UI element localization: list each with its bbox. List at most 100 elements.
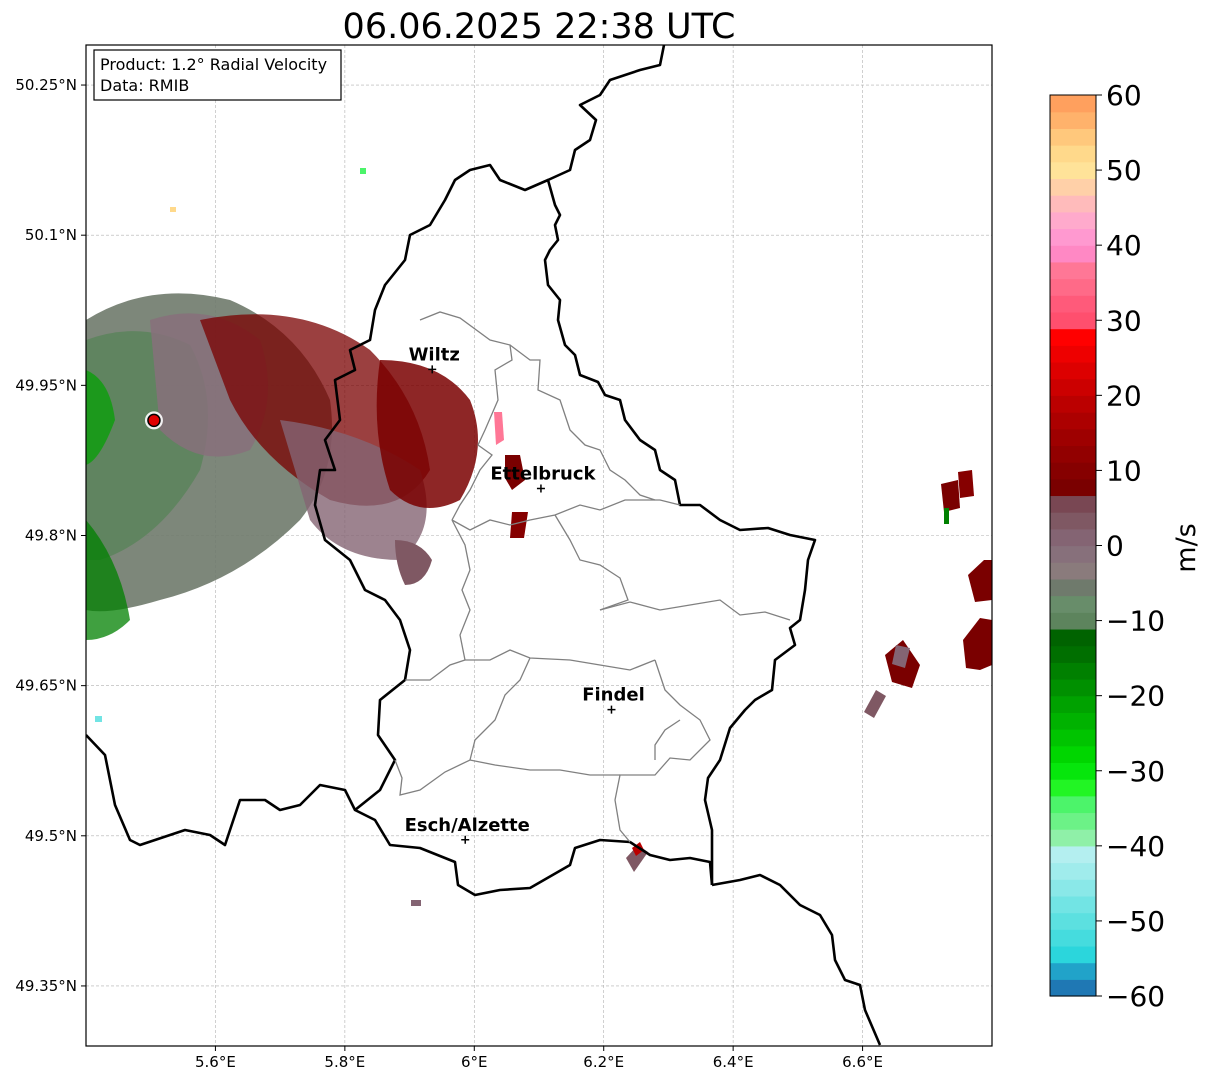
colorbar-tick-label: −10 (1106, 605, 1165, 638)
city-marker (428, 365, 437, 374)
x-tick-label: 6.4°E (713, 1053, 754, 1071)
colorbar-tick-label: 0 (1106, 530, 1124, 563)
colorbar-tick-label: −60 (1106, 980, 1165, 1013)
y-tick-label: 49.95°N (15, 376, 77, 394)
colorbar-segment (1050, 478, 1096, 497)
colorbar-segment (1050, 445, 1096, 463)
colorbar-segment (1050, 712, 1096, 730)
canton-borders (394, 311, 791, 843)
colorbar-segment (1050, 729, 1096, 747)
colorbar-segment (1050, 412, 1096, 430)
x-tick-label: 5.6°E (195, 1053, 236, 1071)
colorbar-segment (1050, 211, 1096, 230)
colorbar-segment (1050, 361, 1096, 380)
colorbar-segment (1050, 245, 1096, 263)
colorbar-segment (1050, 378, 1096, 396)
city-label: Findel (582, 685, 645, 706)
colorbar-segment (1050, 328, 1096, 346)
y-tick-label: 49.65°N (15, 677, 77, 695)
axis-tick-labels: 5.6°E 5.8°E 6°E 6.2°E 6.4°E 6.6°E 50.25°N 50.1°… (15, 76, 883, 1071)
colorbar-segment (1050, 779, 1096, 797)
colorbar-segment (1050, 161, 1096, 180)
colorbar-segment (1050, 578, 1096, 597)
colorbar-segment (1050, 512, 1096, 530)
colorbar-label: m/s (1171, 523, 1202, 572)
colorbar-segment (1050, 111, 1096, 129)
y-tick-label: 49.8°N (25, 526, 77, 544)
radar-echo-layer (86, 168, 992, 906)
colorbar-segment (1050, 612, 1096, 630)
info-product: Product: 1.2° Radial Velocity (100, 55, 327, 74)
colorbar-segment (1050, 528, 1096, 547)
y-tick-label: 49.35°N (15, 977, 77, 995)
country-borders (86, 45, 882, 1046)
x-tick-label: 6.6°E (842, 1053, 883, 1071)
colorbar-segment (1050, 962, 1096, 980)
colorbar-tick-label: 30 (1106, 304, 1142, 337)
colorbar-segment (1050, 261, 1096, 280)
colorbar-tick-label: 40 (1106, 229, 1142, 262)
colorbar-segment (1050, 95, 1096, 113)
colorbar-tick-label: 20 (1106, 379, 1142, 412)
colorbar-segment (1050, 795, 1096, 814)
x-tick-label: 6°E (461, 1053, 488, 1071)
colorbar-tick-label: −20 (1106, 680, 1165, 713)
colorbar-segment (1050, 145, 1096, 163)
colorbar-segment (1050, 395, 1096, 413)
colorbar-segment (1050, 645, 1096, 663)
colorbar-segment (1050, 228, 1096, 246)
city-label: Ettelbruck (490, 463, 596, 484)
map-frame (85, 44, 993, 1047)
colorbar-segment (1050, 345, 1096, 363)
colorbar-segment (1050, 295, 1096, 313)
colorbar-segment (1050, 979, 1096, 997)
y-tick-label: 50.25°N (15, 76, 77, 94)
colorbar-segment (1050, 695, 1096, 713)
info-data: Data: RMIB (100, 76, 189, 95)
y-tick-label: 49.5°N (25, 827, 77, 845)
colorbar-segment (1050, 895, 1096, 914)
colorbar-segment (1050, 812, 1096, 830)
radar-site-marker (144, 411, 163, 430)
colorbar-tick-label: 10 (1106, 454, 1142, 487)
info-box: Product: 1.2° Radial Velocity Data: RMIB (93, 49, 342, 101)
colorbar: 60 50 40 30 20 10 0 −10 −20 −30 −40 −50 −60 (1049, 79, 1165, 1013)
colorbar-segment (1050, 595, 1096, 613)
city-label: Wiltz (409, 344, 460, 365)
colorbar-segment (1050, 545, 1096, 563)
city-markers: Wiltz Ettelbruck Findel Esch/Alzette (405, 344, 645, 844)
colorbar-segment (1050, 311, 1096, 330)
city-marker (536, 484, 545, 493)
x-tick-label: 5.8°E (324, 1053, 365, 1071)
colorbar-segment (1050, 462, 1096, 480)
colorbar-tick-label: −50 (1106, 905, 1165, 938)
colorbar-segment (1050, 428, 1096, 446)
colorbar-segment (1050, 912, 1096, 930)
colorbar-segment (1050, 845, 1096, 864)
city-label: Esch/Alzette (405, 815, 530, 836)
colorbar-segment (1050, 929, 1096, 947)
colorbar-segment (1050, 662, 1096, 680)
chart-title: 06.06.2025 22:38 UTC (343, 7, 736, 47)
city-marker (461, 835, 470, 844)
colorbar-segment (1050, 678, 1096, 697)
colorbar-tick-label: −30 (1106, 755, 1165, 788)
colorbar-segment (1050, 879, 1096, 897)
colorbar-segment (1050, 945, 1096, 964)
colorbar-segment (1050, 195, 1096, 213)
colorbar-segment (1050, 628, 1096, 647)
colorbar-segment (1050, 745, 1096, 764)
colorbar-tick-label: 50 (1106, 154, 1142, 187)
colorbar-segment (1050, 862, 1096, 880)
y-tick-label: 50.1°N (25, 226, 77, 244)
colorbar-tick-label: 60 (1106, 79, 1142, 112)
colorbar-segment (1050, 495, 1096, 513)
city-marker (607, 705, 616, 714)
colorbar-segment (1050, 128, 1096, 146)
colorbar-segment (1050, 829, 1096, 847)
colorbar-segment (1050, 278, 1096, 296)
colorbar-segment (1050, 562, 1096, 580)
colorbar-tick-label: −40 (1106, 830, 1165, 863)
x-tick-label: 6.2°E (583, 1053, 624, 1071)
